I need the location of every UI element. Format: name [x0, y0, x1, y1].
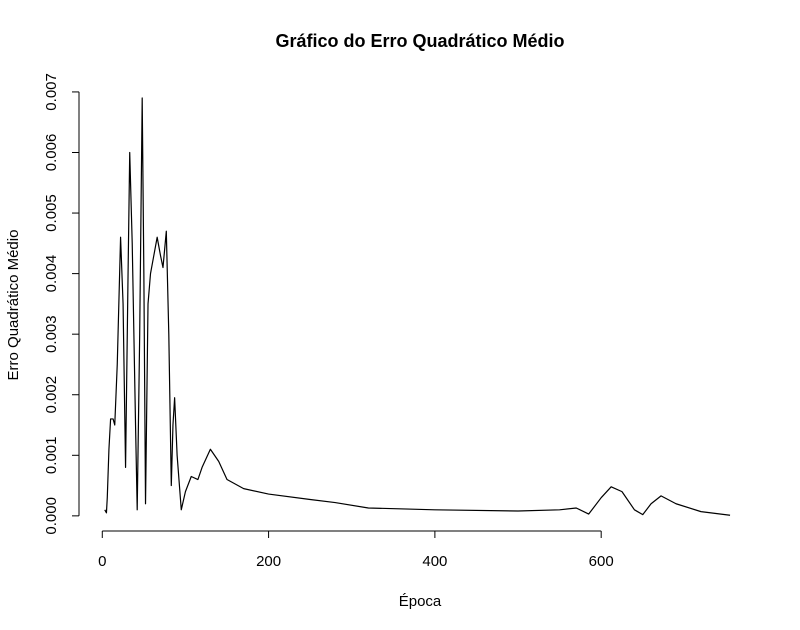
x-axis-label: Época — [399, 593, 442, 610]
line-series — [104, 97, 731, 516]
y-tick-label: 0.002 — [43, 376, 60, 414]
y-tick-label: 0.003 — [43, 315, 60, 353]
y-axis-label: Erro Quadrático Médio — [5, 230, 22, 381]
x-tick-label: 200 — [256, 553, 281, 570]
y-tick-label: 0.000 — [43, 497, 60, 535]
x-tick-label: 400 — [422, 553, 447, 570]
y-tick-label: 0.007 — [43, 73, 60, 111]
x-tick-label: 0 — [98, 553, 106, 570]
y-tick-label: 0.006 — [43, 134, 60, 172]
y-tick-label: 0.001 — [43, 437, 60, 475]
x-tick-label: 600 — [589, 553, 614, 570]
chart-title: Gráfico do Erro Quadrático Médio — [275, 31, 564, 51]
y-tick-label: 0.005 — [43, 194, 60, 232]
y-tick-label: 0.004 — [43, 255, 60, 293]
